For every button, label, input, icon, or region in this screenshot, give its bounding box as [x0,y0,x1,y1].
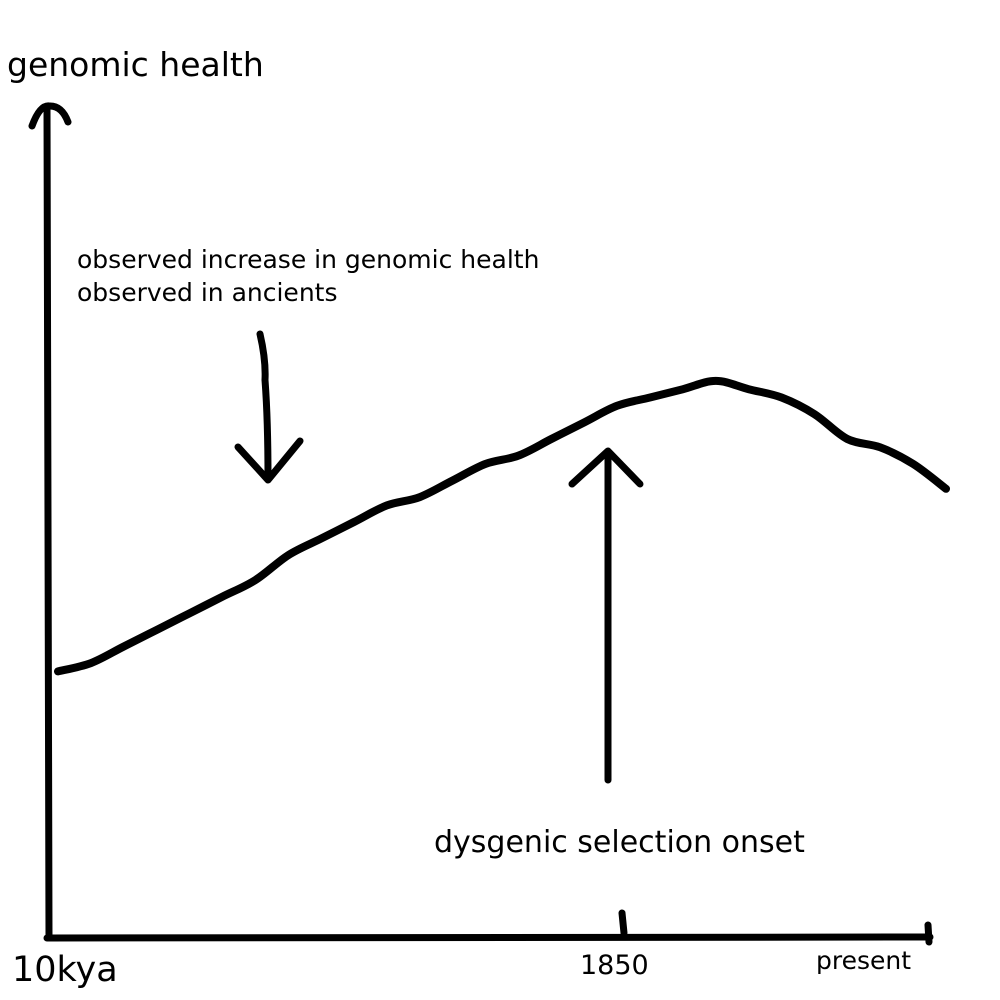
y-axis-arrowhead [28,102,72,130]
y-axis-label: genomic health [7,45,264,84]
annotation-increase-arrow-shaft [256,330,272,482]
annotation-dysgenic-arrow-head [568,447,644,488]
x-tick-label-present: present [816,946,911,975]
x-tick-label-10kya: 10kya [12,950,118,990]
annotation-increase-line2: observed in ancients [77,278,338,307]
annotation-increase: observed increase in genomic health obse… [77,245,539,484]
x-tick-present [924,921,933,946]
annotation-dysgenic-label: dysgenic selection onset [434,825,805,860]
annotation-increase-arrow-head [234,437,304,484]
series-line [54,376,950,676]
x-axis [43,933,934,942]
x-tick-label-1850: 1850 [580,950,649,981]
axes [28,102,934,946]
annotation-increase-line1: observed increase in genomic health [77,245,539,274]
y-axis [43,103,53,941]
annotation-dysgenic: dysgenic selection onset [434,447,805,860]
x-tick-1850 [618,909,628,937]
